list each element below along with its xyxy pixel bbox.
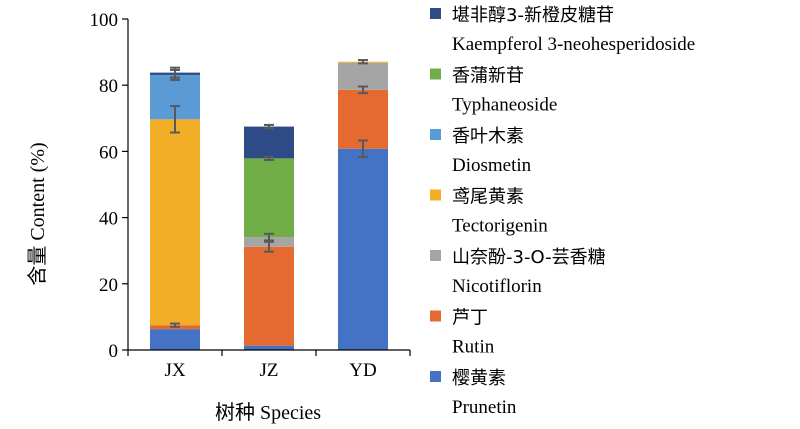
- bar-jz-typhaneoside: [244, 158, 294, 238]
- bar-jz-rutin: [244, 246, 294, 346]
- legend-swatch-prunetin: [430, 371, 441, 382]
- legend-label-en-typhaneoside: Typhaneoside: [452, 95, 557, 116]
- y-tick-label-40: 40: [99, 209, 118, 230]
- legend: 堪非醇3-新橙皮糖苷 Kaempferol 3-neohesperidoside 香…: [430, 5, 695, 418]
- error-bar-jz-kaempferol: [264, 123, 274, 130]
- y-tick-label-100: 100: [90, 10, 119, 31]
- error-bars-layer: [170, 59, 368, 328]
- y-tick-label-80: 80: [99, 76, 118, 97]
- legend-swatch-rutin: [430, 310, 441, 322]
- legend-label-en-diosmetin: Diosmetin: [452, 155, 532, 176]
- error-bar-jx-kaempferol: [170, 66, 180, 79]
- y-tick-label-60: 60: [99, 142, 118, 163]
- bar-jx-tectorigenin: [150, 119, 200, 326]
- legend-label-en-rutin: Rutin: [452, 337, 495, 358]
- legend-swatch-kaempferol: [430, 8, 441, 19]
- bars-layer: [150, 61, 388, 350]
- y-tick-label-20: 20: [99, 275, 118, 296]
- error-bar-yd-rutin: [358, 85, 368, 95]
- x-tick-label-yd: YD: [349, 360, 376, 381]
- legend-item-rutin: 芦丁 Rutin: [430, 308, 495, 358]
- legend-label-en-tectorigenin: Tectorigenin: [452, 216, 548, 237]
- legend-swatch-tectorigenin: [430, 189, 441, 201]
- x-axis-label: 树种 Species: [215, 401, 321, 424]
- legend-label-cn-kaempferol: 堪非醇3-新橙皮糖苷: [452, 5, 614, 26]
- bar-yd-nicotiflorin: [338, 62, 388, 90]
- y-tick-label-0: 0: [109, 341, 119, 362]
- legend-label-cn-prunetin: 樱黄素: [452, 368, 506, 389]
- legend-swatch-diosmetin: [430, 129, 441, 140]
- error-bar-yd-kaempferol: [358, 59, 368, 65]
- legend-swatch-typhaneoside: [430, 68, 441, 80]
- bar-jz-kaempferol: [244, 126, 294, 159]
- legend-item-nicotiflorin: 山奈酚-3-O-芸香糖 Nicotiflorin: [430, 247, 606, 297]
- legend-item-prunetin: 樱黄素 Prunetin: [430, 368, 517, 418]
- legend-label-en-prunetin: Prunetin: [452, 397, 517, 418]
- error-bar-jz-nicotiflorin: [264, 232, 274, 242]
- legend-item-typhaneoside: 香蒲新苷 Typhaneoside: [430, 66, 557, 116]
- legend-item-tectorigenin: 鸢尾黄素 Tectorigenin: [430, 187, 548, 237]
- bar-jx-prunetin: [150, 329, 200, 350]
- error-bar-jx-tectorigenin: [170, 105, 180, 134]
- error-bar-jz-typhaneoside: [264, 155, 274, 162]
- bar-yd-prunetin: [338, 148, 388, 350]
- y-axis-label: 含量 Content (%): [26, 142, 49, 285]
- x-tick-label-jx: JX: [164, 360, 185, 381]
- legend-item-kaempferol: 堪非醇3-新橙皮糖苷 Kaempferol 3-neohesperidoside: [430, 5, 695, 55]
- legend-label-cn-tectorigenin: 鸢尾黄素: [452, 187, 524, 208]
- error-bar-yd-prunetin: [358, 139, 368, 159]
- legend-swatch-nicotiflorin: [430, 250, 441, 261]
- legend-label-cn-diosmetin: 香叶木素: [452, 126, 524, 147]
- legend-label-en-nicotiflorin: Nicotiflorin: [452, 276, 542, 297]
- legend-label-cn-rutin: 芦丁: [452, 308, 488, 329]
- legend-label-cn-typhaneoside: 香蒲新苷: [452, 66, 524, 87]
- legend-label-cn-nicotiflorin: 山奈酚-3-O-芸香糖: [452, 247, 606, 268]
- error-bar-jx-rutin: [170, 322, 180, 328]
- x-tick-label-jz: JZ: [260, 360, 279, 381]
- bar-jz-prunetin: [244, 345, 294, 350]
- axes-layer: 0 20 40 60 80 100 JX JZ YD: [90, 10, 411, 381]
- error-bar-jz-rutin: [264, 240, 274, 253]
- legend-label-en-kaempferol: Kaempferol 3-neohesperidoside: [452, 34, 695, 55]
- bar-yd-rutin: [338, 89, 388, 149]
- legend-item-diosmetin: 香叶木素 Diosmetin: [430, 126, 532, 176]
